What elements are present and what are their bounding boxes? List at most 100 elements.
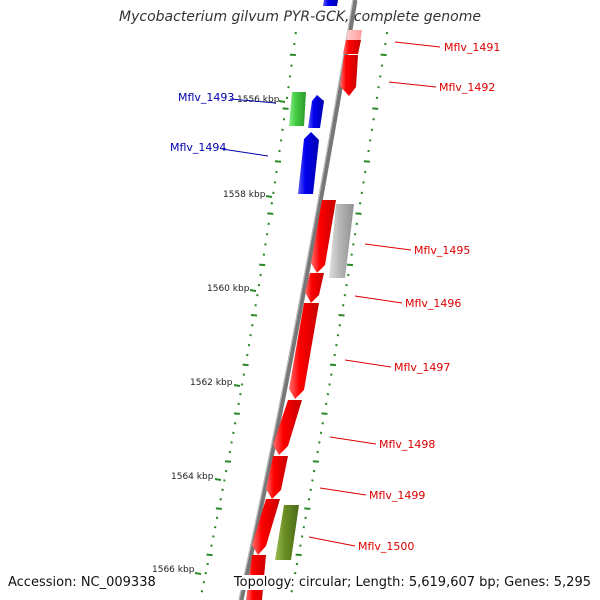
- minor-tick: [230, 441, 233, 444]
- gene-label-mflv-1494[interactable]: Mflv_1494: [170, 141, 226, 154]
- major-tick: [363, 160, 370, 163]
- minor-tick: [380, 64, 384, 67]
- gene-arrow-mflv-1492[interactable]: [340, 55, 358, 96]
- leader-line: [394, 41, 441, 48]
- gene-label-mflv-1498[interactable]: Mflv_1498: [379, 438, 435, 451]
- minor-tick: [240, 383, 244, 386]
- minor-tick: [324, 402, 328, 406]
- kbp-label: 1564 kbp: [171, 472, 214, 482]
- outer-tick-ring: [290, 31, 389, 593]
- minor-tick: [300, 535, 304, 538]
- kbp-label: 1566 kbp: [152, 565, 195, 575]
- genome-title: Mycobacterium gilvum PYR-GCK, complete g…: [119, 9, 481, 25]
- gene-label-mflv-1491[interactable]: Mflv_1491: [444, 41, 500, 54]
- gene-arrow-mflv-1500[interactable]: [252, 499, 280, 555]
- gene-arrow-mflv-1498[interactable]: [273, 400, 302, 455]
- major-tick: [274, 160, 282, 163]
- kbp-tick-labels: 1556 kbp 1558 kbp 1560 kbp 1562 kbp 1564…: [152, 95, 280, 575]
- minor-tick: [307, 498, 311, 501]
- minor-tick: [326, 392, 330, 396]
- minor-tick: [285, 96, 289, 100]
- minor-tick: [290, 64, 293, 67]
- minor-tick: [290, 590, 293, 593]
- minor-tick: [237, 402, 240, 406]
- minor-tick: [278, 149, 281, 153]
- minor-tick: [350, 253, 353, 256]
- major-tick: [295, 553, 302, 557]
- genome-backbone: [238, 0, 358, 600]
- minor-tick: [273, 181, 277, 184]
- minor-tick: [321, 422, 324, 425]
- minor-tick: [372, 118, 375, 121]
- topology-text: Topology: circular; Length: 5,619,607 bp…: [230, 575, 591, 590]
- leader-line: [308, 536, 356, 547]
- gene-arrow-mflv-1499[interactable]: [266, 456, 288, 499]
- minor-tick: [316, 450, 319, 454]
- gene-arrow-mflv-1497[interactable]: [289, 303, 319, 399]
- gene-arrow[interactable]: [323, 0, 338, 6]
- gene-arrow-mflv-1496[interactable]: [305, 273, 324, 303]
- gene-label-mflv-1499[interactable]: Mflv_1499: [369, 489, 425, 502]
- minor-tick: [242, 373, 246, 376]
- minor-tick: [232, 431, 235, 435]
- leader-line: [329, 436, 377, 445]
- kbp-label: 1560 kbp: [207, 284, 250, 294]
- minor-tick: [246, 353, 249, 357]
- minor-tick: [264, 243, 267, 246]
- major-tick: [250, 314, 258, 317]
- minor-tick: [256, 293, 259, 297]
- minor-tick: [302, 525, 306, 529]
- gene-arrow-mflv-1495[interactable]: [311, 200, 336, 273]
- minor-tick: [345, 283, 348, 287]
- leader-line: [364, 243, 412, 251]
- minor-tick: [272, 191, 275, 195]
- gene-labels: Mflv_1491 Mflv_1492 Mflv_1493 Mflv_1494 …: [170, 41, 500, 553]
- gene-arrow-pseudo[interactable]: [329, 204, 354, 278]
- minor-tick: [368, 139, 372, 142]
- genome-backbone-highlight: [238, 0, 354, 600]
- minor-tick: [377, 85, 380, 89]
- minor-tick: [279, 139, 283, 142]
- minor-tick: [293, 42, 296, 46]
- gene-arrow-mflv-1491[interactable]: [343, 40, 361, 54]
- minor-tick: [341, 304, 345, 307]
- gene-label-mflv-1492[interactable]: Mflv_1492: [439, 81, 495, 94]
- kbp-label: 1562 kbp: [190, 378, 233, 388]
- minor-tick: [333, 353, 336, 357]
- major-tick: [338, 314, 345, 317]
- gene-arrow-rna[interactable]: [289, 92, 306, 126]
- major-tick: [380, 53, 387, 57]
- major-tick: [224, 460, 232, 463]
- minor-tick: [247, 343, 251, 347]
- major-tick: [346, 263, 354, 267]
- gene-label-mflv-1497[interactable]: Mflv_1497: [394, 361, 450, 374]
- minor-tick: [367, 149, 370, 153]
- minor-tick: [213, 525, 217, 529]
- minor-tick: [204, 571, 208, 575]
- gene-label-mflv-1500[interactable]: Mflv_1500: [358, 540, 414, 553]
- gene-arrow-mflv-1494[interactable]: [298, 132, 319, 194]
- minor-tick: [312, 469, 316, 473]
- minor-tick: [360, 191, 364, 195]
- major-tick: [289, 53, 296, 57]
- leader-line: [344, 359, 392, 368]
- major-tick: [215, 507, 222, 510]
- minor-tick: [270, 202, 274, 205]
- gene-label-mflv-1496[interactable]: Mflv_1496: [405, 297, 461, 310]
- minor-tick: [370, 128, 374, 132]
- gene-arrow-mflv-1493[interactable]: [308, 95, 324, 128]
- minor-tick: [275, 170, 278, 174]
- minor-tick: [319, 431, 323, 435]
- minor-tick: [281, 128, 284, 132]
- gene-label-mflv-1493[interactable]: Mflv_1493: [178, 91, 234, 104]
- gene-arrow-other[interactable]: [275, 505, 299, 560]
- leader-line: [388, 81, 437, 88]
- minor-tick: [379, 75, 382, 78]
- gene-label-mflv-1495[interactable]: Mflv_1495: [414, 244, 470, 257]
- minor-tick: [228, 450, 232, 454]
- minor-tick: [206, 562, 209, 566]
- minor-tick: [257, 283, 261, 287]
- minor-tick: [309, 488, 312, 492]
- reverse-strand-genes: [275, 0, 362, 560]
